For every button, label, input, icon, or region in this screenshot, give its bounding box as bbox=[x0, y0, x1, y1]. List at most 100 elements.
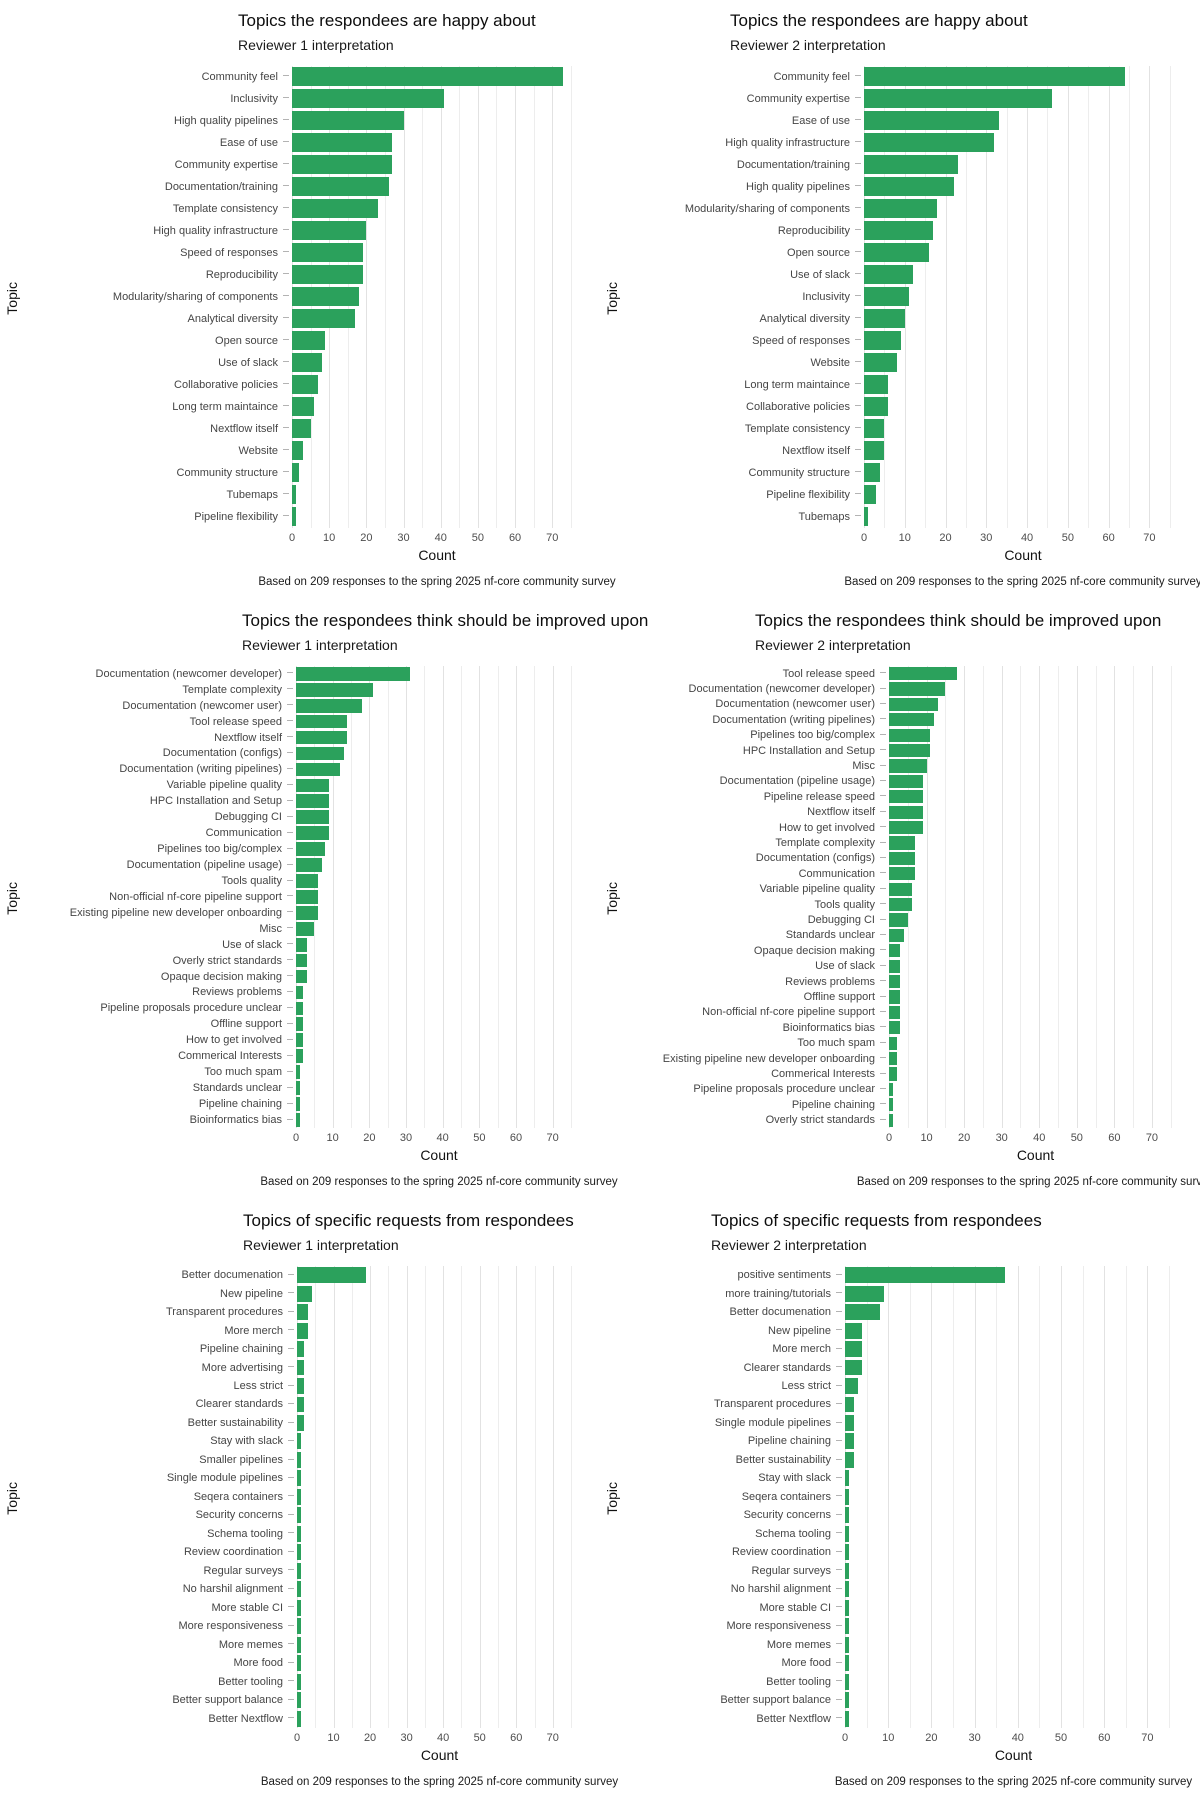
bar bbox=[296, 778, 329, 793]
bar-row: Stay with slack bbox=[758, 1469, 1182, 1487]
category-label: Documentation (pipeline usage) bbox=[720, 775, 886, 787]
x-tick-label: 30 bbox=[968, 1731, 981, 1744]
category-label: Analytical diversity bbox=[760, 313, 861, 325]
bar bbox=[297, 1673, 301, 1690]
category-label: Documentation/training bbox=[737, 159, 861, 171]
category-label: Template complexity bbox=[775, 837, 886, 849]
x-axis-title-text: Count bbox=[1016, 1146, 1055, 1163]
category-label: Ease of use bbox=[220, 137, 289, 149]
bar bbox=[296, 874, 318, 888]
category-label: Collaborative policies bbox=[746, 401, 861, 413]
bar bbox=[296, 1081, 300, 1095]
bar bbox=[864, 221, 934, 241]
category-label: Website bbox=[810, 357, 861, 369]
bar-row: Better documenation bbox=[181, 1266, 582, 1284]
gridline bbox=[945, 65, 947, 528]
bar-row: Nextflow itself bbox=[807, 804, 1182, 819]
bar-row: High quality infrastructure bbox=[725, 132, 1182, 154]
y-axis-title-text: Topic bbox=[604, 881, 620, 915]
x-tick-label: 50 bbox=[473, 1131, 486, 1144]
gridline bbox=[571, 1265, 573, 1728]
bar bbox=[845, 1581, 850, 1598]
bar-row: Use of slack bbox=[790, 264, 1182, 286]
bar bbox=[297, 1433, 301, 1450]
y-axis-title: Topic bbox=[604, 667, 620, 1129]
category-label: Template consistency bbox=[745, 423, 861, 435]
bar-row: HPC Installation and Setup bbox=[150, 793, 582, 809]
bar bbox=[889, 697, 938, 712]
plot-panel: Community feel Inclusivity High quality pi… bbox=[113, 65, 582, 528]
category-label: Seqera containers bbox=[742, 1491, 842, 1503]
category-label: Schema tooling bbox=[207, 1528, 294, 1540]
category-label: Modularity/sharing of components bbox=[685, 203, 861, 215]
gridline bbox=[552, 665, 554, 1128]
bar-row: HPC Installation and Setup bbox=[743, 743, 1182, 758]
bar-row: Nextflow itself bbox=[214, 730, 582, 746]
category-label: New pipeline bbox=[220, 1288, 294, 1300]
x-axis-title-text: Count bbox=[420, 1746, 459, 1763]
gridline bbox=[964, 665, 966, 1128]
bar bbox=[845, 1285, 884, 1302]
category-label: More memes bbox=[219, 1639, 294, 1651]
category-label: More merch bbox=[772, 1343, 842, 1355]
gridline bbox=[1129, 65, 1130, 528]
bar-row: Debugging CI bbox=[215, 809, 582, 825]
category-label: Pipeline chaining bbox=[792, 1099, 886, 1111]
bar-row: High quality infrastructure bbox=[153, 220, 582, 242]
category-label: New pipeline bbox=[768, 1325, 842, 1337]
category-label: Community expertise bbox=[175, 159, 289, 171]
bar-row: Collaborative policies bbox=[174, 374, 582, 396]
bar-row: More advertising bbox=[202, 1358, 582, 1376]
x-axis-title: Count bbox=[845, 1747, 1182, 1769]
bar-row: Non-official nf-core pipeline support bbox=[702, 1005, 1182, 1020]
chart: Topics the respondees are happy about Rev… bbox=[600, 0, 1200, 600]
gridline bbox=[1001, 665, 1003, 1128]
gridline bbox=[351, 665, 352, 1128]
x-tick-label: 50 bbox=[471, 531, 485, 544]
category-label: Better tooling bbox=[766, 1676, 842, 1688]
bar bbox=[864, 199, 938, 219]
bar bbox=[292, 397, 315, 417]
bar-row: Community feel bbox=[774, 66, 1182, 88]
bar bbox=[297, 1451, 301, 1468]
bar bbox=[889, 867, 916, 881]
bar-row: Reproducibility bbox=[778, 220, 1182, 242]
x-axis-title: Count bbox=[296, 1147, 582, 1169]
bar bbox=[296, 1001, 304, 1016]
bar bbox=[297, 1396, 305, 1413]
bar bbox=[889, 1051, 897, 1066]
bar bbox=[296, 969, 307, 984]
x-tick-label: 30 bbox=[397, 531, 410, 544]
gridline bbox=[533, 65, 535, 528]
bar-row: Ease of use bbox=[792, 110, 1182, 132]
x-tick-label: 60 bbox=[510, 1731, 523, 1744]
gridline bbox=[443, 1265, 445, 1728]
x-tick-label: 50 bbox=[1070, 1131, 1083, 1144]
bar-row: More food bbox=[781, 1654, 1182, 1672]
bar bbox=[845, 1507, 850, 1524]
bar-row: Documentation (pipeline usage) bbox=[127, 857, 582, 873]
bar bbox=[296, 1049, 304, 1064]
bar-row: Opaque decision making bbox=[161, 969, 582, 985]
category-label: Debugging CI bbox=[808, 914, 886, 926]
bar-row: Stay with slack bbox=[210, 1432, 582, 1450]
category-label: How to get involved bbox=[186, 1034, 293, 1046]
bar bbox=[845, 1470, 850, 1487]
bar-row: Schema tooling bbox=[755, 1525, 1182, 1543]
bar bbox=[845, 1322, 863, 1339]
category-label: Too much spam bbox=[204, 1066, 293, 1078]
bar bbox=[864, 507, 869, 527]
bar bbox=[864, 243, 930, 263]
bar-row: Analytical diversity bbox=[188, 308, 582, 330]
bar-row: Pipeline flexibility bbox=[194, 506, 582, 528]
chart-subtitle: Reviewer 2 interpretation bbox=[755, 637, 911, 654]
x-tick-label: 10 bbox=[326, 1131, 339, 1144]
bar-row: Use of slack bbox=[815, 958, 1182, 973]
bar-row: Community structure bbox=[749, 462, 1182, 484]
category-label: Bioinformatics bias bbox=[190, 1114, 293, 1126]
bar-row: Too much spam bbox=[797, 1035, 1182, 1050]
gridline bbox=[925, 65, 927, 528]
bar bbox=[864, 397, 889, 417]
y-axis-title-text: Topic bbox=[604, 1481, 620, 1515]
x-tick-label: 30 bbox=[399, 1131, 413, 1144]
